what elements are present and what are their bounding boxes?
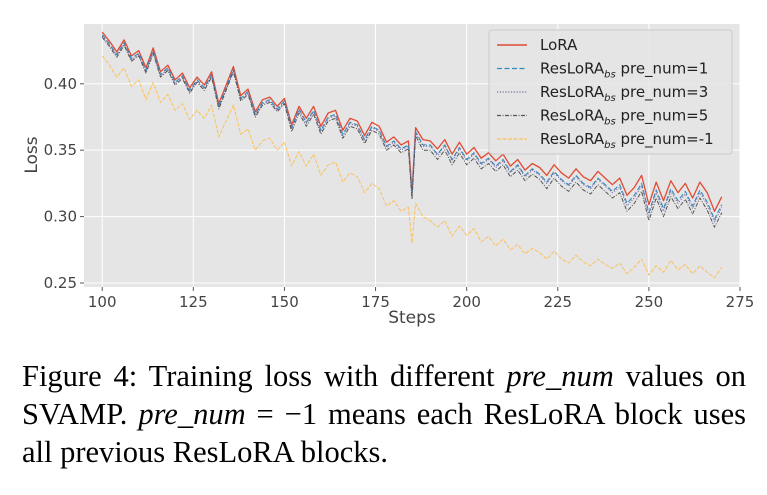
x-axis-ticks: 100 125 150 175 200 225 250 275 — [88, 287, 754, 311]
legend-label-suffix: pre_num=1 — [616, 60, 709, 79]
legend-label-suffix: pre_num=5 — [616, 107, 709, 126]
series-line-3 — [101, 35, 723, 223]
legend-label-1: LoRA — [540, 36, 578, 54]
x-tick-label: 275 — [726, 293, 755, 311]
legend-label-2: ResLoRAbs pre_num=1 — [540, 60, 708, 81]
legend-label-subscript: bs — [604, 70, 616, 81]
legend-label-subscript: bs — [604, 140, 616, 151]
x-tick-label: 150 — [270, 293, 299, 311]
caption-math-1: pre_num — [506, 359, 614, 393]
legend-label-subscript: bs — [604, 117, 616, 128]
x-tick-label: 100 — [88, 293, 117, 311]
legend-label-base: ResLoRA — [540, 60, 605, 78]
x-tick-label: 250 — [635, 293, 664, 311]
x-axis-label: Steps — [388, 308, 436, 328]
legend-label-5: ResLoRAbs pre_num=-1 — [540, 130, 714, 151]
legend-label-subscript: bs — [604, 93, 616, 104]
legend-box — [488, 29, 733, 155]
legend-label-base: ResLoRA — [540, 130, 605, 148]
x-tick-label: 225 — [543, 293, 572, 311]
loss-chart: 100 125 150 175 200 225 250 275 0.25 0.30 0.35 0.4… — [22, 24, 754, 328]
x-tick-label: 175 — [361, 293, 390, 311]
y-tick-label: 0.30 — [44, 208, 77, 226]
legend-label-suffix: pre_num=-1 — [616, 130, 714, 149]
caption-math-2: pre_num — [138, 397, 246, 431]
y-tick-label: 0.40 — [44, 75, 77, 93]
legend-label-base: ResLoRA — [540, 107, 605, 125]
y-axis-ticks: 0.25 0.30 0.35 0.40 — [44, 75, 84, 292]
legend-label-4: ResLoRAbs pre_num=5 — [540, 107, 708, 128]
caption-text-1: Training loss with different — [137, 359, 507, 393]
legend-label-suffix: pre_num=3 — [616, 83, 709, 102]
caption-text-2: values on SVAMP. — [22, 359, 746, 431]
series-line-4 — [101, 36, 723, 228]
series-line-5 — [101, 55, 723, 279]
legend-label-base: ResLoRA — [540, 83, 605, 101]
y-tick-label: 0.35 — [44, 141, 77, 159]
x-tick-label: 125 — [179, 293, 208, 311]
caption-label: Figure 4: — [22, 359, 138, 393]
y-axis-label: Loss — [22, 136, 42, 173]
legend-label-base: LoRA — [540, 36, 578, 54]
legend-label-3: ResLoRAbs pre_num=3 — [540, 83, 708, 104]
figure-caption: Figure 4: Training loss with different p… — [22, 357, 746, 471]
y-tick-label: 0.25 — [44, 274, 77, 292]
x-tick-label: 200 — [452, 293, 481, 311]
series-lines — [101, 31, 723, 279]
caption-text-3: = −1 means each ResLoRA block uses all p… — [22, 397, 746, 469]
